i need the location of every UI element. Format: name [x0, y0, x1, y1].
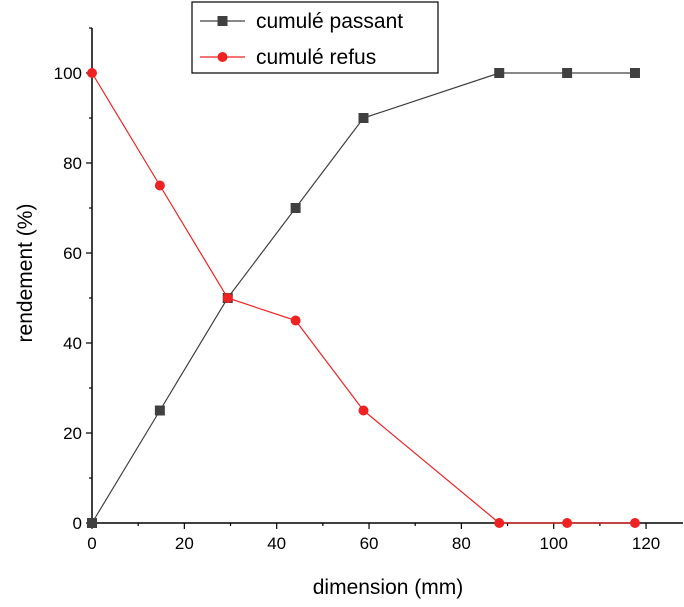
series-group: [87, 68, 640, 528]
legend-marker: [217, 52, 228, 62]
data-point: [358, 113, 369, 123]
y-axis-title: rendement (%): [14, 204, 37, 343]
data-point: [87, 518, 97, 528]
x-tick-label: 100: [540, 534, 568, 553]
data-point: [629, 68, 640, 78]
legend: cumulé passant cumulé refus: [191, 1, 439, 74]
y-tick-label: 100: [54, 64, 82, 83]
y-tick-label: 60: [63, 244, 82, 263]
x-axis-title: dimension (mm): [313, 576, 464, 599]
axes-group: 0 20 40 60 80 100 0 20 40 60 80 100 120: [54, 27, 683, 553]
data-point: [629, 518, 640, 528]
x-tick-label: 40: [267, 534, 286, 553]
legend-label: cumulé passant: [256, 10, 403, 33]
y-tick-label: 80: [63, 154, 82, 173]
y-tick-label: 20: [63, 424, 82, 443]
data-point: [494, 518, 505, 528]
data-point: [87, 68, 97, 78]
legend-marker: [217, 16, 228, 26]
data-point: [562, 518, 573, 528]
data-point: [154, 405, 165, 416]
data-point: [290, 203, 301, 213]
x-tick-label: 0: [87, 534, 96, 553]
y-tick-label: 40: [63, 334, 82, 353]
y-tick-label: 0: [73, 514, 82, 533]
x-tick-label: 20: [175, 534, 194, 553]
legend-label: cumulé refus: [256, 46, 376, 69]
x-tick-label: 60: [360, 534, 379, 553]
data-point: [358, 405, 369, 416]
x-tick-label: 120: [632, 534, 660, 553]
x-tick-label: 80: [452, 534, 471, 553]
data-point: [154, 180, 165, 191]
data-point: [494, 68, 505, 78]
series-line-0: [91, 72, 635, 524]
legend-box: [191, 1, 439, 74]
data-point: [290, 315, 301, 326]
data-point: [222, 293, 233, 303]
series-line-1: [91, 72, 635, 524]
data-point: [562, 68, 573, 78]
